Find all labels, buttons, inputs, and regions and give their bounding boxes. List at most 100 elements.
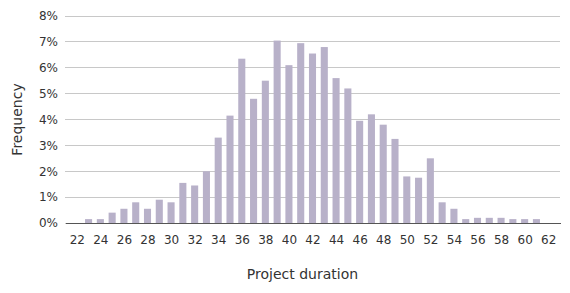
bar [486, 218, 493, 223]
bar [427, 158, 434, 223]
bar [120, 209, 127, 223]
bar [439, 202, 446, 223]
x-tick: 36 [235, 223, 250, 247]
bar [238, 59, 245, 223]
bar [498, 218, 505, 223]
bar [203, 171, 210, 223]
bar [533, 219, 540, 223]
bar [191, 185, 198, 223]
x-tick: 56 [470, 223, 485, 247]
y-tick: 0% [39, 216, 65, 230]
bar [97, 219, 104, 223]
x-tick: 30 [164, 223, 179, 247]
x-tick: 48 [376, 223, 391, 247]
bar [109, 213, 116, 223]
bar [380, 125, 387, 223]
bar [403, 176, 410, 223]
bar [285, 65, 292, 223]
x-tick: 46 [353, 223, 368, 247]
x-axis-title: Project duration [247, 266, 358, 282]
x-tick-label: 58 [494, 233, 509, 247]
x-tick: 42 [305, 223, 320, 247]
x-tick: 52 [423, 223, 438, 247]
x-tick-label: 62 [541, 233, 556, 247]
bar [297, 43, 304, 223]
y-tick-label: 3% [39, 139, 58, 153]
bar [509, 219, 516, 223]
x-tick: 22 [70, 223, 85, 247]
x-tick-label: 56 [470, 233, 485, 247]
x-tick-label: 48 [376, 233, 391, 247]
bar [309, 54, 316, 223]
y-tick: 4% [39, 113, 65, 127]
grid [65, 16, 560, 223]
x-tick-label: 28 [140, 233, 155, 247]
grid-line [65, 16, 560, 17]
bar [274, 41, 281, 223]
bars [85, 41, 540, 223]
y-tick-label: 6% [39, 61, 58, 75]
bar [215, 138, 222, 223]
bar [450, 209, 457, 223]
x-tick-label: 50 [400, 233, 415, 247]
y-tick: 6% [39, 61, 65, 75]
y-tick: 2% [39, 165, 65, 179]
x-tick-label: 46 [353, 233, 368, 247]
y-tick-label: 1% [39, 190, 58, 204]
y-tick-label: 8% [39, 9, 58, 23]
y-tick-label: 2% [39, 165, 58, 179]
y-axis-line [65, 17, 66, 224]
bar [368, 114, 375, 223]
bar [179, 183, 186, 223]
y-tick: 5% [39, 87, 65, 101]
chart: 0% 1% 2% 3% 4% 5% 6% 7% 8% 22 24 26 28 30 32 34 36 38 40 42… [0, 0, 570, 293]
x-tick: 62 [541, 223, 556, 247]
bar [333, 78, 340, 223]
x-tick-label: 52 [423, 233, 438, 247]
bar [144, 209, 151, 223]
x-tick: 60 [518, 223, 533, 247]
x-tick-label: 36 [235, 233, 250, 247]
x-tick-label: 22 [70, 233, 85, 247]
bar [356, 121, 363, 223]
y-tick: 1% [39, 190, 65, 204]
bar [85, 219, 92, 223]
x-tick: 54 [447, 223, 462, 247]
bar [344, 88, 351, 223]
bar [391, 139, 398, 223]
x-axis-line [66, 223, 561, 224]
x-tick: 28 [140, 223, 155, 247]
y-tick: 8% [39, 9, 65, 23]
y-tick: 3% [39, 139, 65, 153]
x-axis: 22 24 26 28 30 32 34 36 38 40 42 44 46 48 50 52 54 56 58 60… [66, 223, 561, 247]
x-tick: 26 [117, 223, 132, 247]
x-tick-label: 42 [305, 233, 320, 247]
x-tick-label: 40 [282, 233, 297, 247]
x-tick: 38 [258, 223, 273, 247]
y-tick-label: 5% [39, 87, 58, 101]
x-tick-label: 26 [117, 233, 132, 247]
y-axis-title: Frequency [9, 83, 25, 155]
x-tick: 50 [400, 223, 415, 247]
x-tick: 40 [282, 223, 297, 247]
x-tick-label: 60 [518, 233, 533, 247]
plot: 0% 1% 2% 3% 4% 5% 6% 7% 8% 22 24 26 28 30 32 34 36 38 40 42… [39, 9, 561, 246]
y-axis: 0% 1% 2% 3% 4% 5% 6% 7% 8% [39, 9, 66, 230]
bar [168, 202, 175, 223]
y-tick: 7% [39, 35, 65, 49]
bar [474, 218, 481, 223]
x-tick: 44 [329, 223, 344, 247]
x-tick-label: 44 [329, 233, 344, 247]
bar [462, 219, 469, 223]
x-tick: 24 [93, 223, 108, 247]
y-tick-label: 0% [39, 216, 58, 230]
x-tick: 32 [188, 223, 203, 247]
bar [321, 47, 328, 223]
bar [156, 200, 163, 223]
x-tick-label: 34 [211, 233, 226, 247]
x-tick: 58 [494, 223, 509, 247]
bar [226, 116, 233, 223]
y-tick-label: 7% [39, 35, 58, 49]
x-tick-label: 30 [164, 233, 179, 247]
bar [262, 81, 269, 223]
